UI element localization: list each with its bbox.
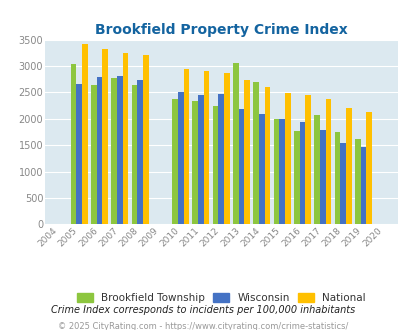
Bar — [96, 77, 102, 224]
Bar — [334, 132, 339, 224]
Bar — [212, 106, 218, 224]
Bar — [284, 93, 290, 224]
Bar — [192, 101, 198, 224]
Bar — [70, 64, 76, 224]
Bar — [183, 69, 189, 224]
Bar — [264, 87, 270, 224]
Bar — [131, 85, 137, 224]
Bar — [111, 78, 117, 224]
Bar — [253, 82, 258, 224]
Bar — [76, 84, 82, 224]
Bar — [117, 76, 122, 224]
Bar — [305, 94, 310, 224]
Bar — [313, 115, 319, 224]
Bar — [345, 108, 351, 224]
Legend: Brookfield Township, Wisconsin, National: Brookfield Township, Wisconsin, National — [73, 289, 369, 307]
Bar — [258, 114, 264, 224]
Title: Brookfield Property Crime Index: Brookfield Property Crime Index — [95, 23, 347, 37]
Bar — [354, 139, 360, 224]
Bar — [203, 71, 209, 224]
Bar — [137, 80, 143, 224]
Bar — [325, 99, 330, 224]
Bar — [198, 95, 203, 224]
Bar — [122, 53, 128, 224]
Bar — [273, 119, 279, 224]
Bar — [102, 49, 108, 224]
Bar — [224, 73, 229, 224]
Bar — [82, 44, 87, 224]
Bar — [365, 113, 371, 224]
Bar — [279, 119, 284, 224]
Bar — [238, 109, 244, 224]
Bar — [91, 85, 96, 224]
Bar — [232, 63, 238, 224]
Bar — [172, 99, 177, 224]
Bar — [244, 80, 249, 224]
Text: Crime Index corresponds to incidents per 100,000 inhabitants: Crime Index corresponds to incidents per… — [51, 305, 354, 315]
Text: © 2025 CityRating.com - https://www.cityrating.com/crime-statistics/: © 2025 CityRating.com - https://www.city… — [58, 322, 347, 330]
Bar — [143, 55, 148, 224]
Bar — [360, 147, 365, 224]
Bar — [299, 122, 305, 224]
Bar — [218, 94, 224, 224]
Bar — [293, 131, 299, 224]
Bar — [339, 143, 345, 224]
Bar — [177, 92, 183, 224]
Bar — [319, 130, 325, 224]
